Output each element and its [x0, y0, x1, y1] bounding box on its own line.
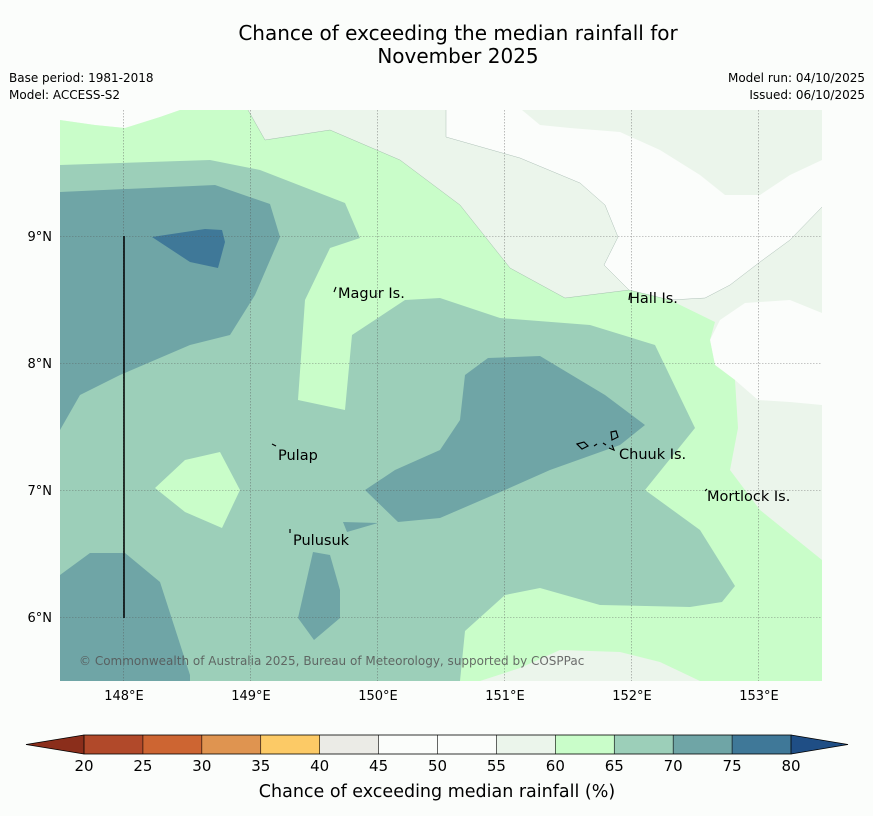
colorbar-segment: [732, 735, 792, 754]
island-mortlock-shape: [704, 488, 708, 492]
colorbar-segment: [378, 735, 438, 754]
lon-tick-label: 151°E: [485, 689, 525, 704]
contour-lines: [247, 110, 822, 301]
colorbar-arrow-outline: [25, 734, 849, 755]
colorbar-tick-label: 50: [428, 757, 447, 775]
place-label-magur: Magur Is.: [338, 286, 405, 302]
chuuk-lagoon-islet-3: [602, 442, 607, 446]
island-outlines: [271, 286, 708, 533]
colorbar-segments: [84, 735, 792, 754]
lat-tick-labels: 9°N 8°N 7°N 6°N: [28, 230, 53, 626]
chuuk-lagoon-islet-2: [593, 443, 598, 447]
colorbar-tick-labels: 20 25 30 35 40 45 50 55 60 65 70 75 80: [74, 757, 800, 775]
colorbar-frame: [83, 734, 792, 755]
place-labels: Magur Is. Hall Is. Pulap Chuuk Is. Mortl…: [278, 286, 790, 549]
band-70-75-south: [298, 552, 340, 640]
colorbar-segment: [260, 735, 320, 754]
copyright-notice: © Commonwealth of Australia 2025, Bureau…: [79, 654, 584, 668]
band-70-75-central: [365, 356, 645, 522]
island-hall-shape: [628, 292, 631, 301]
colorbar-tick-label: 45: [369, 757, 388, 775]
island-magur-shape: [333, 286, 337, 293]
colorbar-title: Chance of exceeding median rainfall (%): [259, 782, 615, 802]
lon-tick-label: 152°E: [612, 689, 652, 704]
colorbar-segment: [496, 735, 556, 754]
colorbar-tick-label: 40: [310, 757, 329, 775]
colorbar: 20 25 30 35 40 45 50 55 60 65 70 75 80 Chance of exc…: [25, 734, 849, 802]
colorbar-segment: [319, 735, 379, 754]
place-label-pulusuk: Pulusuk: [293, 533, 350, 549]
lon-tick-label: 149°E: [231, 689, 271, 704]
base-period-label: Base period: 1981-2018: [9, 71, 154, 85]
colorbar-tick-label: 35: [251, 757, 270, 775]
colorbar-tick-label: 75: [723, 757, 742, 775]
lon-tick-label: 150°E: [358, 689, 398, 704]
lon-tick-labels: 148°E 149°E 150°E 151°E 152°E 153°E: [104, 689, 779, 704]
model-label: Model: ACCESS-S2: [9, 88, 121, 102]
band-60-65-patch-west: [155, 452, 240, 528]
place-label-mortlock: Mortlock Is.: [707, 489, 790, 505]
colorbar-tick-label: 65: [605, 757, 624, 775]
rainfall-probability-field: © Commonwealth of Australia 2025, Bureau…: [60, 110, 822, 681]
place-label-hall: Hall Is.: [629, 291, 678, 307]
map-title-line1: Chance of exceeding the median rainfall …: [238, 21, 678, 45]
band-45-55-north: [446, 110, 822, 300]
band-70-75-northwest: [60, 185, 280, 430]
band-75-80: [152, 229, 225, 268]
colorbar-over-arrow: [791, 735, 848, 754]
chuuk-lagoon-islet-1: [575, 441, 590, 450]
band-70-75-sliver: [343, 522, 378, 532]
colorbar-tick-label: 60: [546, 757, 565, 775]
chuuk-lagoon-islet-5: [608, 444, 616, 452]
band-45-55-northwest: [60, 110, 180, 128]
lat-tick-label: 7°N: [28, 484, 53, 499]
colorbar-segment: [555, 735, 615, 754]
meta-right: Model run: 04/10/2025 Issued: 06/10/2025: [728, 70, 865, 104]
colorbar-tick-label: 30: [192, 757, 211, 775]
meta-left: Base period: 1981-2018 Model: ACCESS-S2: [9, 70, 154, 104]
colorbar-under-arrow: [26, 735, 84, 754]
map-title: Chance of exceeding the median rainfall …: [0, 22, 873, 68]
lon-tick-label: 148°E: [104, 689, 144, 704]
colorbar-segment: [201, 735, 262, 754]
map-title-line2: November 2025: [377, 44, 539, 68]
lat-tick-label: 9°N: [28, 230, 53, 245]
colorbar-tick-label: 55: [487, 757, 506, 775]
band-45-55-east: [710, 300, 822, 405]
lat-tick-label: 6°N: [28, 611, 53, 626]
band-70-75-southwest: [60, 553, 190, 681]
colorbar-tick-label: 20: [74, 757, 93, 775]
lat-tick-label: 8°N: [28, 357, 53, 372]
colorbar-segment: [142, 735, 203, 754]
place-label-chuuk: Chuuk Is.: [619, 447, 686, 463]
island-pulap-shape: [271, 443, 277, 447]
issued-label: Issued: 06/10/2025: [749, 88, 865, 102]
colorbar-segment: [673, 735, 733, 754]
model-run-label: Model run: 04/10/2025: [727, 71, 865, 85]
colorbar-segment: [437, 735, 497, 754]
colorbar-tick-label: 70: [664, 757, 683, 775]
chuuk-lagoon-islet-4: [610, 430, 619, 441]
colorbar-segment: [614, 735, 674, 754]
colorbar-tick-label: 80: [781, 757, 800, 775]
place-label-pulap: Pulap: [278, 448, 318, 464]
lon-tick-label: 153°E: [739, 689, 779, 704]
colorbar-segment: [84, 735, 144, 754]
colorbar-tick-label: 25: [133, 757, 152, 775]
